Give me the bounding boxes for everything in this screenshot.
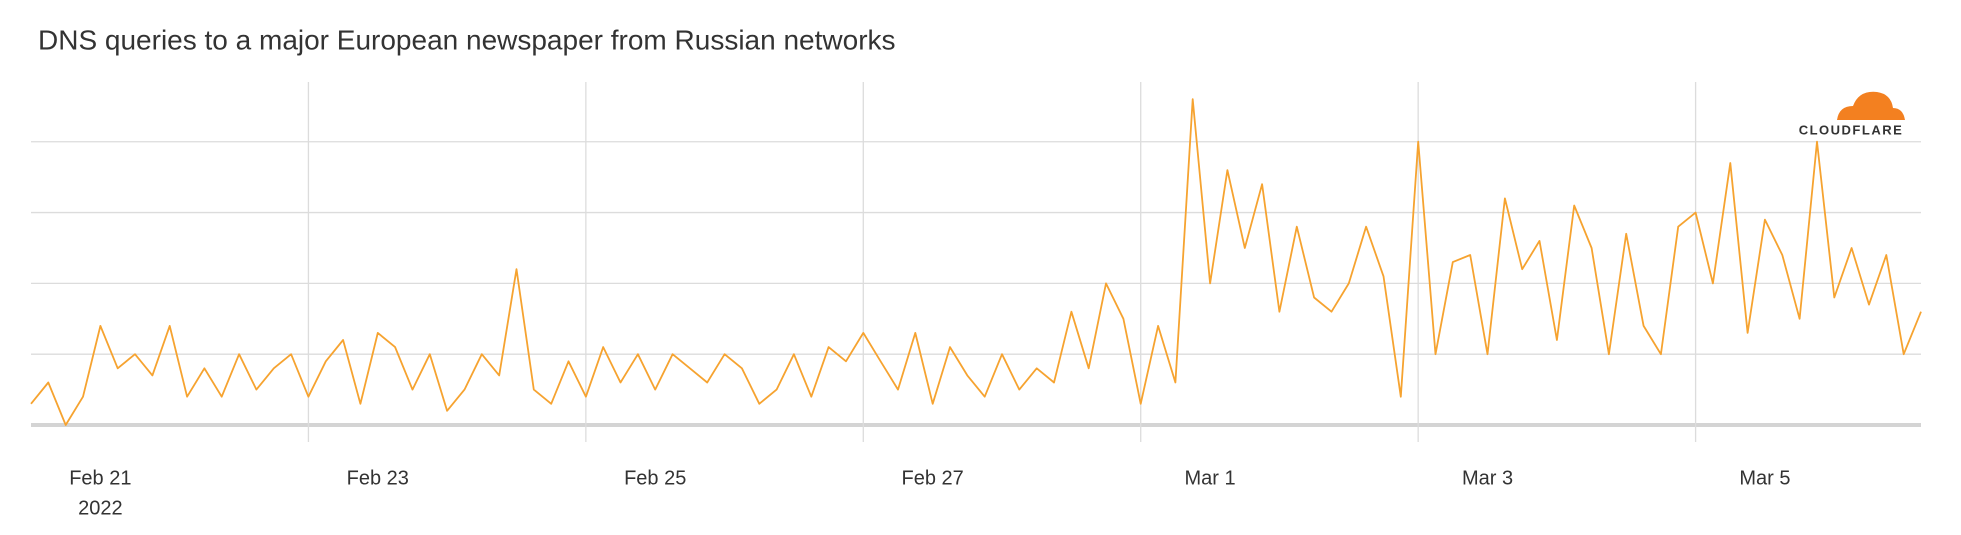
x-tick-label: Mar 3: [1462, 467, 1513, 489]
x-tick-label: Feb 21: [69, 467, 131, 489]
chart-title: DNS queries to a major European newspape…: [38, 24, 896, 55]
logo: CLOUDFLARE: [1799, 91, 1905, 137]
x-tick-label: Feb 25: [624, 467, 686, 489]
x-tick-label: Mar 5: [1739, 467, 1790, 489]
x-tick-label: Feb 23: [347, 467, 409, 489]
logo-cloud: [1837, 91, 1905, 120]
x-tick-label: Feb 27: [902, 467, 964, 489]
data-line: [30, 98, 1922, 426]
logo-text: CLOUDFLARE: [1799, 122, 1904, 137]
year-label: 2022: [78, 497, 123, 519]
x-tick-label: Mar 1: [1185, 467, 1236, 489]
